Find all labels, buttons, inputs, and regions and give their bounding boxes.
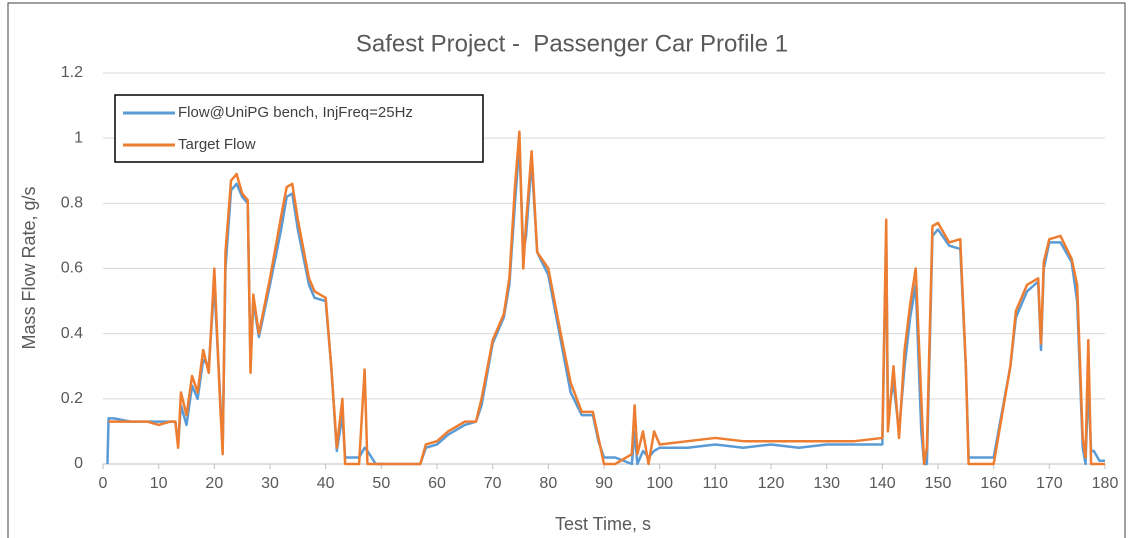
y-tick-label: 0.6: [61, 260, 83, 277]
chart-title: Safest Project - Passenger Car Profile 1: [356, 30, 788, 57]
x-tick-label: 40: [317, 475, 335, 492]
y-tick-label: 0: [74, 455, 83, 472]
x-tick-label: 140: [869, 475, 896, 492]
x-tick-label: 180: [1092, 475, 1119, 492]
x-tick-label: 10: [150, 475, 168, 492]
x-tick-label: 0: [99, 475, 108, 492]
x-tick-label: 50: [372, 475, 390, 492]
y-axis-label: Mass Flow Rate, g/s: [19, 186, 39, 349]
x-tick-label: 170: [1036, 475, 1063, 492]
x-tick-label: 110: [703, 475, 729, 492]
y-tick-label: 0.8: [61, 195, 83, 212]
x-tick-label: 100: [646, 475, 673, 492]
legend-label: Target Flow: [178, 136, 256, 153]
series-line: [108, 130, 1105, 466]
x-axis-label: Test Time, s: [555, 514, 651, 534]
x-tick-label: 130: [813, 475, 840, 492]
x-tick-label: 120: [758, 475, 785, 492]
x-tick-label: 80: [539, 475, 557, 492]
y-tick-label: 0.2: [61, 390, 83, 407]
x-tick-label: 70: [484, 475, 502, 492]
x-tick-label: 20: [205, 475, 223, 492]
legend-box: [114, 94, 484, 163]
chart-border: [7, 2, 1126, 538]
legend-label: Flow@UniPG bench, InjFreq=25Hz: [178, 104, 413, 121]
x-tick-label: 60: [428, 475, 446, 492]
y-tick-label: 0.4: [61, 325, 83, 342]
y-tick-label: 1.2: [61, 64, 83, 81]
x-tick-label: 160: [980, 475, 1007, 492]
x-tick-label: 30: [261, 475, 279, 492]
x-tick-label: 150: [925, 475, 952, 492]
y-tick-label: 1: [74, 129, 83, 146]
x-tick-label: 90: [595, 475, 613, 492]
